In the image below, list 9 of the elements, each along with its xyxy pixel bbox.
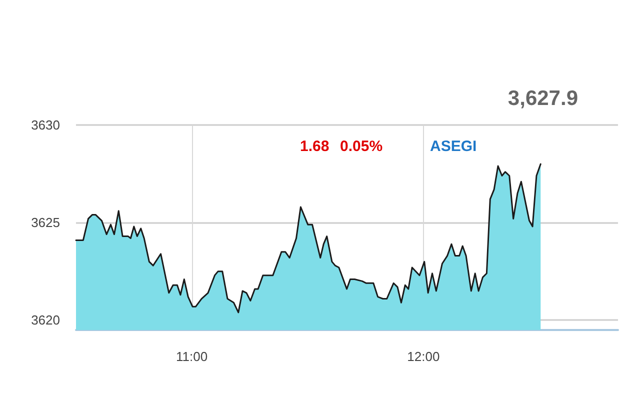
x-tick-label: 12:00: [407, 349, 440, 364]
y-tick-label: 3625: [31, 215, 60, 230]
annotation: 1.68: [300, 138, 330, 155]
annotation: 0.05%: [340, 138, 383, 155]
x-tick-label: 11:00: [176, 349, 208, 364]
chart-title: 3,627.9: [508, 87, 578, 110]
y-tick-label: 3630: [31, 118, 60, 132]
y-tick-label: 3620: [31, 312, 60, 328]
annotation: ASEGI: [430, 138, 477, 155]
